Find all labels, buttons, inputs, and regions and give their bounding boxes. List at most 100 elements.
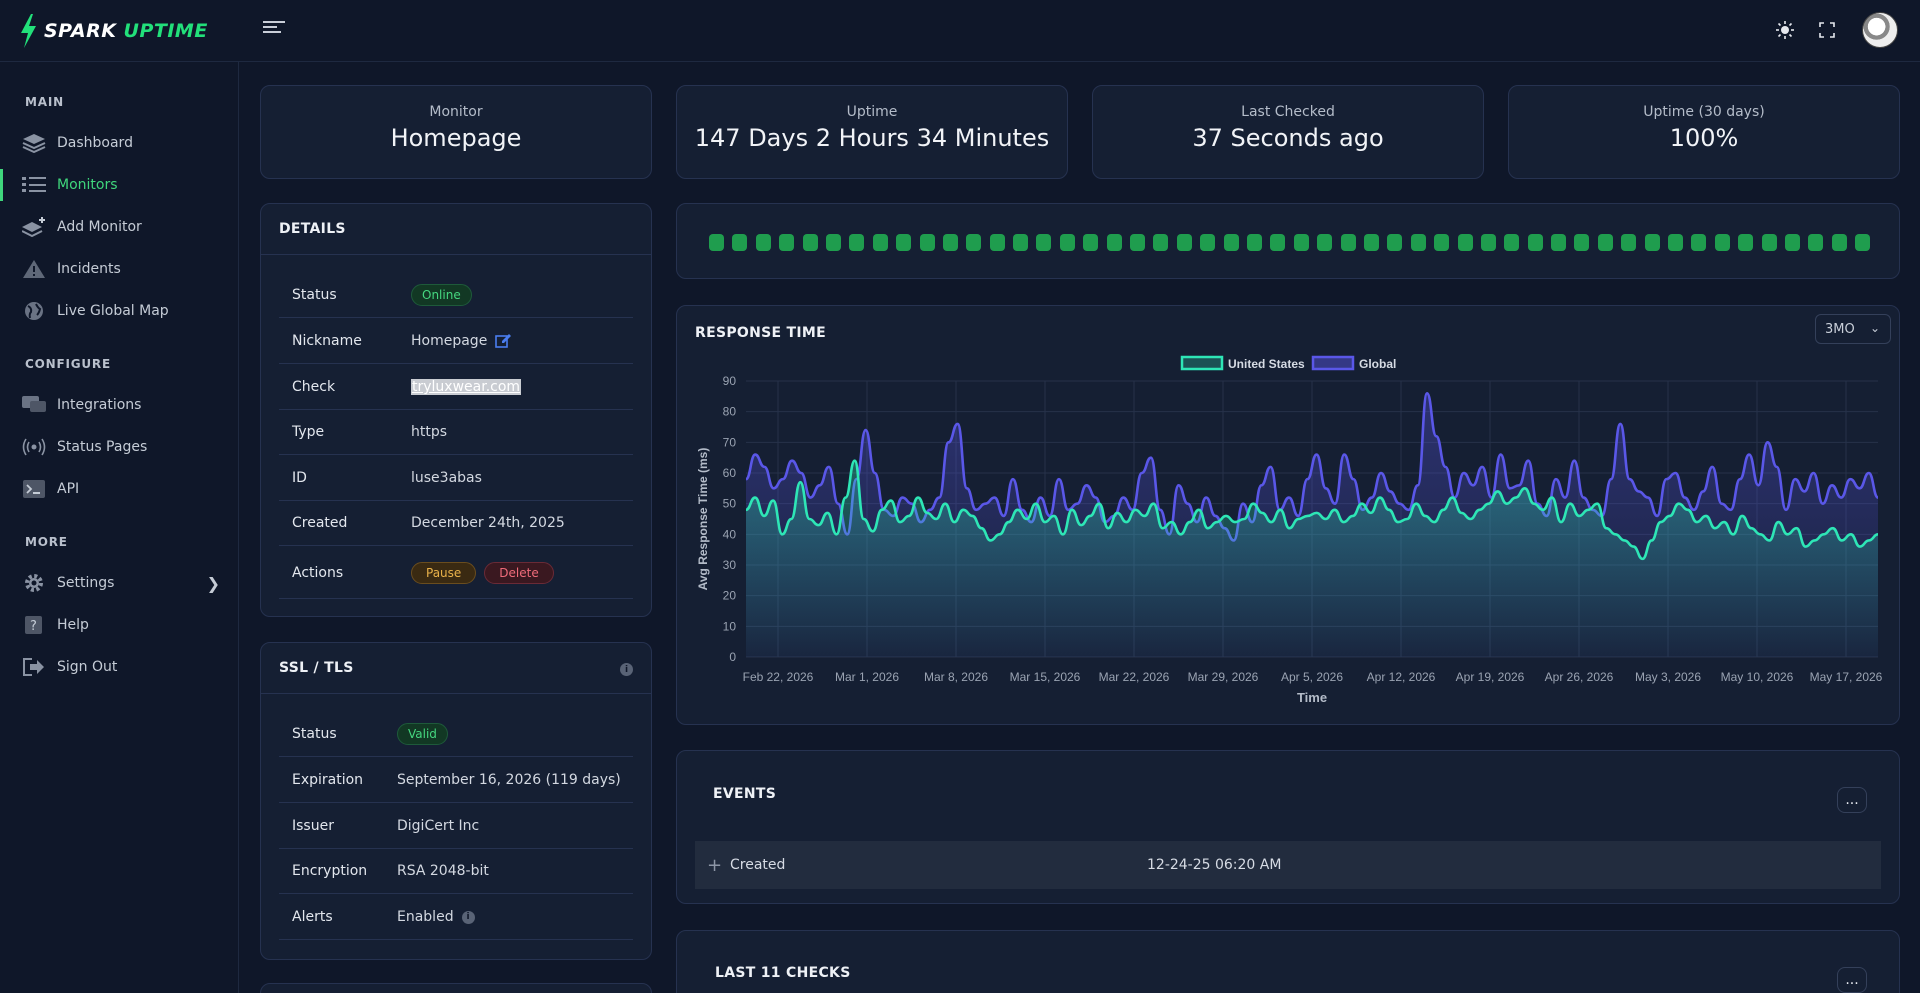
sidebar-item-label: Live Global Map <box>57 303 169 319</box>
sidebar-item-settings[interactable]: Settings ❯ <box>0 565 238 601</box>
pause-button[interactable]: Pause <box>411 561 477 584</box>
svg-text:?: ? <box>30 619 37 634</box>
heartbeat-block[interactable] <box>1434 234 1450 251</box>
avatar[interactable] <box>1862 12 1898 48</box>
stat-label: Monitor <box>429 104 483 120</box>
sidebar-item-monitors[interactable]: Monitors <box>0 167 238 203</box>
heartbeat-block[interactable] <box>1457 234 1473 251</box>
sidebar-item-sign-out[interactable]: Sign Out <box>0 649 238 685</box>
menu-toggle-icon[interactable] <box>263 21 285 39</box>
heartbeat-block[interactable] <box>1036 234 1052 251</box>
heartbeat-block[interactable] <box>1738 234 1754 251</box>
last-checks-more-button[interactable]: ... <box>1837 967 1867 993</box>
heartbeat-block[interactable] <box>709 234 724 251</box>
heartbeat-block[interactable] <box>1106 234 1122 251</box>
heartbeat-block[interactable] <box>1340 234 1356 251</box>
y-tick-label: 0 <box>729 650 736 664</box>
section-more: MORE <box>25 535 68 549</box>
heartbeat-block[interactable] <box>1551 234 1567 251</box>
heartbeat-block[interactable] <box>989 234 1005 251</box>
heartbeat-block[interactable] <box>1410 234 1426 251</box>
heartbeat-block[interactable] <box>1691 234 1707 251</box>
heartbeat-block[interactable] <box>1293 234 1309 251</box>
heartbeat-block[interactable] <box>1059 234 1075 251</box>
broadcast-icon <box>22 438 46 456</box>
sidebar-item-incidents[interactable]: Incidents <box>0 251 238 287</box>
alerts-info-icon[interactable]: i <box>461 910 475 924</box>
heartbeat-block[interactable] <box>1668 234 1684 251</box>
heartbeat-block[interactable] <box>1130 234 1146 251</box>
heartbeat-block[interactable] <box>1831 234 1847 251</box>
heartbeat-block[interactable] <box>896 234 912 251</box>
heartbeat-block[interactable] <box>1504 234 1520 251</box>
heartbeat-block[interactable] <box>1317 234 1333 251</box>
heartbeat-block[interactable] <box>802 234 818 251</box>
heartbeat-block[interactable] <box>1597 234 1613 251</box>
stat-value: 147 Days 2 Hours 34 Minutes <box>694 124 1050 152</box>
heartbeat-block[interactable] <box>1363 234 1379 251</box>
help-icon: ? <box>25 616 42 634</box>
heartbeat-block[interactable] <box>966 234 982 251</box>
app-logo[interactable]: SPARK UPTIME <box>18 14 208 48</box>
heartbeat-block[interactable] <box>1200 234 1216 251</box>
heartbeat-block[interactable] <box>1153 234 1169 251</box>
heartbeat-block[interactable] <box>1761 234 1777 251</box>
fullscreen-icon[interactable] <box>1815 18 1839 42</box>
y-tick-label: 30 <box>723 558 737 572</box>
detail-row-status: Status Online <box>279 273 633 318</box>
heartbeat-block[interactable] <box>1574 234 1590 251</box>
heartbeat-block[interactable] <box>1644 234 1660 251</box>
sidebar-item-help[interactable]: ? Help <box>0 607 238 643</box>
heartbeat-block[interactable] <box>1784 234 1800 251</box>
heartbeat-block[interactable] <box>1246 234 1262 251</box>
heartbeat-block[interactable] <box>1387 234 1403 251</box>
sidebar-item-live-global-map[interactable]: Live Global Map <box>0 293 238 329</box>
heartbeat-block[interactable] <box>1480 234 1496 251</box>
y-tick-label: 20 <box>723 589 737 603</box>
heartbeat-block[interactable] <box>825 234 841 251</box>
sidebar-item-status-pages[interactable]: Status Pages <box>0 429 238 465</box>
events-more-button[interactable]: ... <box>1837 787 1867 813</box>
sidebar-item-label: Sign Out <box>57 659 118 675</box>
heartbeat-block[interactable] <box>1270 234 1286 251</box>
heartbeat-block[interactable] <box>1714 234 1730 251</box>
sidebar-item-add-monitor[interactable]: Add Monitor <box>0 209 238 245</box>
heartbeat-block[interactable] <box>1808 234 1824 251</box>
heartbeat-block[interactable] <box>942 234 958 251</box>
x-tick-label: Mar 29, 2026 <box>1188 670 1259 684</box>
info-icon[interactable]: i <box>620 663 633 676</box>
heartbeat-block[interactable] <box>732 234 748 251</box>
stat-label: Last Checked <box>1241 104 1335 120</box>
heartbeat-block[interactable] <box>1855 234 1871 251</box>
heartbeat-block[interactable] <box>1223 234 1239 251</box>
legend-swatch <box>1180 355 1224 371</box>
y-tick-label: 90 <box>723 374 737 388</box>
ssl-card: SSL / TLS i Status Valid Expiration Sept… <box>260 642 652 960</box>
ssl-title: SSL / TLS <box>279 660 354 676</box>
y-tick-label: 70 <box>723 435 737 449</box>
heartbeat-block[interactable] <box>1527 234 1543 251</box>
heartbeat-block[interactable] <box>1176 234 1192 251</box>
check-url-link[interactable]: tryluxwear.com <box>411 379 522 395</box>
sidebar-item-api[interactable]: API <box>0 471 238 507</box>
theme-toggle-icon[interactable] <box>1773 18 1797 42</box>
heartbeat-block[interactable] <box>1621 234 1637 251</box>
heartbeat-block[interactable] <box>849 234 865 251</box>
sidebar-item-dashboard[interactable]: Dashboard <box>0 125 238 161</box>
heartbeat-card <box>676 203 1900 279</box>
event-row[interactable]: + Created 12-24-25 06:20 AM <box>695 841 1881 889</box>
heartbeat-block[interactable] <box>755 234 771 251</box>
heartbeat-block[interactable] <box>779 234 795 251</box>
heartbeat-block[interactable] <box>872 234 888 251</box>
y-axis-label: Avg Response Time (ms) <box>696 448 710 591</box>
sidebar-item-integrations[interactable]: Integrations <box>0 387 238 423</box>
stat-value: 100% <box>1669 124 1739 152</box>
heartbeat-block[interactable] <box>1083 234 1099 251</box>
edit-icon[interactable] <box>495 333 512 349</box>
delete-button[interactable]: Delete <box>484 561 554 584</box>
expand-plus-icon[interactable]: + <box>707 854 723 876</box>
ssl-row-alerts: Alerts Enabled i <box>279 895 633 940</box>
range-dropdown[interactable]: 3MO ⌄ <box>1815 314 1891 344</box>
heartbeat-block[interactable] <box>1013 234 1029 251</box>
heartbeat-block[interactable] <box>919 234 935 251</box>
